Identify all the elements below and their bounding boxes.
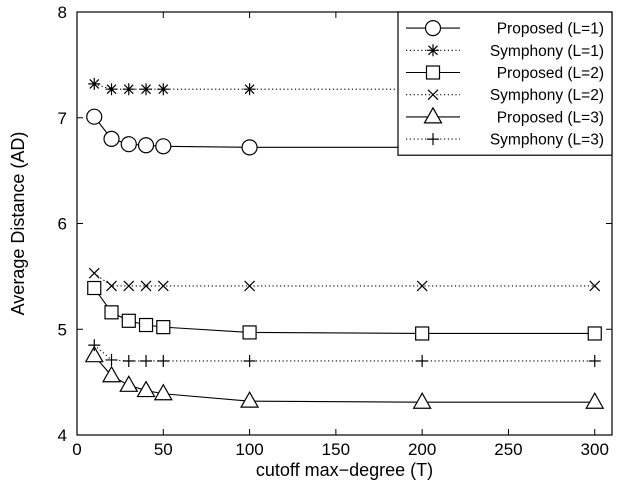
plus-marker [416,354,429,367]
series-line [93,344,595,362]
x-tick-label: 200 [408,440,436,459]
axis-ticks: 0 50 100 150 200 250 300 4 5 6 7 8 [58,3,612,459]
series-3 [87,280,602,341]
asterisk-marker [427,44,439,57]
asterisk-marker [122,83,135,96]
x-marker [140,280,152,292]
circle-marker [424,20,442,37]
x-marker [106,280,117,292]
y-tick-label: 4 [58,426,67,445]
square-marker [425,65,441,80]
square-marker [138,317,154,333]
circle-marker [120,136,137,153]
y-tick-label: 7 [58,109,67,128]
legend-label: Symphony (L=1) [490,43,604,60]
x-tick-label: 300 [581,440,609,459]
y-tick-label: 8 [58,3,67,22]
legend: Proposed (L=1) Symphony (L=1) Proposed (L=… [397,11,613,156]
triangle-marker [423,106,443,124]
plus-marker [243,354,256,367]
triangle-marker [412,392,432,409]
legend-label: Symphony (L=2) [490,87,604,104]
square-marker [242,325,257,340]
series-line [94,83,595,90]
legend-item: Proposed (L=3) [406,106,604,126]
x-tick-label: 100 [235,440,263,459]
y-axis-label: Average Distance (AD) [8,132,28,316]
square-marker [87,280,102,296]
series-4 [88,267,601,292]
plus-marker [88,339,101,352]
legend-item: Symphony (L=3) [406,132,604,149]
series-6 [88,339,601,367]
triangle-marker [153,383,173,401]
circle-marker [155,138,172,155]
legend-item: Symphony (L=2) [406,87,604,104]
x-marker [88,267,100,279]
x-marker [157,280,169,292]
square-marker [415,326,430,341]
circle-marker [137,137,155,154]
plus-marker [427,133,439,146]
legend-item: Symphony (L=1) [406,43,604,60]
plus-marker [105,353,118,366]
square-marker [121,313,136,328]
y-tick-label: 5 [58,320,67,339]
x-marker [589,280,601,292]
plus-marker [140,354,153,367]
plus-marker [122,354,135,367]
asterisk-marker [243,83,256,96]
x-marker [427,89,439,101]
triangle-marker [136,380,156,398]
square-marker [587,326,602,341]
legend-label: Proposed (L=1) [497,21,604,38]
plus-marker [588,354,601,367]
x-tick-label: 50 [154,440,173,459]
triangle-marker [101,365,122,383]
asterisk-marker [140,83,153,96]
x-tick-label: 150 [322,440,350,459]
legend-label: Proposed (L=2) [497,65,604,82]
circle-marker [86,108,103,125]
y-tick-label: 6 [58,215,67,234]
series-line [93,272,595,287]
circle-marker [103,130,120,147]
plus-marker [157,354,170,367]
legend-label: Proposed (L=3) [497,109,604,126]
square-marker [104,305,119,320]
x-tick-label: 0 [72,440,81,459]
x-tick-label: 250 [494,440,522,459]
triangle-marker [240,390,260,408]
asterisk-marker [157,83,170,96]
x-marker [123,280,135,292]
triangle-marker [84,345,104,363]
x-marker [416,280,428,292]
legend-item: Proposed (L=1) [406,20,604,38]
series-5 [84,345,605,409]
x-axis-label: cutoff max−degree (T) [256,460,433,480]
legend-item: Proposed (L=2) [406,65,604,82]
asterisk-marker [88,77,101,90]
triangle-marker [119,375,139,392]
square-marker [156,320,171,335]
legend-label: Symphony (L=3) [490,132,604,149]
triangle-marker [585,392,605,409]
circle-marker [241,139,258,156]
x-marker [244,280,256,292]
asterisk-marker [105,83,118,96]
